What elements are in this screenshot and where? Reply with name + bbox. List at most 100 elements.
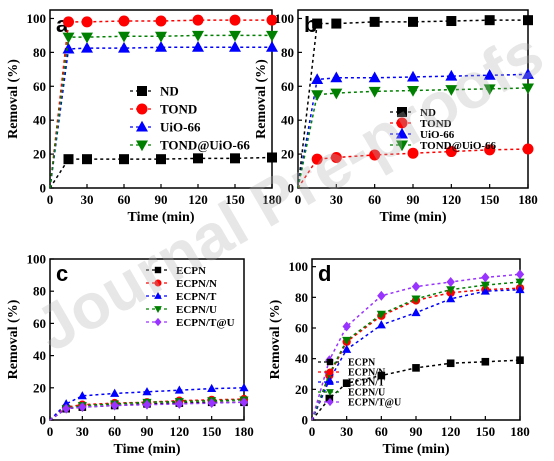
data-point (407, 147, 419, 159)
series-line (49, 401, 245, 421)
data-point (229, 30, 241, 42)
data-point (174, 385, 184, 394)
legend-marker (396, 117, 408, 129)
data-point (81, 16, 93, 28)
legend-label: ECPN/U (348, 388, 385, 399)
legend-label: ECPN (176, 265, 206, 277)
data-point (78, 402, 87, 413)
data-point (481, 272, 490, 283)
y-tick-label: 60 (33, 316, 46, 331)
data-point (81, 41, 93, 53)
x-tick-label: 0 (309, 424, 316, 439)
y-tick-label: 20 (295, 382, 308, 397)
data-point (445, 85, 458, 96)
x-tick-label: 180 (510, 424, 530, 439)
data-point (481, 357, 490, 366)
data-point (229, 41, 241, 52)
panel-b: b 0 30 60 90 120 150 180 0 20 40 60 80 100 Time (min) R… (254, 9, 538, 225)
legend-label: ECPN/U (176, 304, 217, 316)
data-point (266, 14, 278, 26)
series-0 (311, 356, 524, 421)
y-tick-label: 20 (33, 380, 46, 395)
data-point (522, 68, 534, 79)
data-point (61, 399, 71, 408)
legend-marker (154, 292, 162, 299)
y-tick-label: 40 (33, 113, 46, 128)
data-point (63, 16, 74, 28)
data-point (110, 400, 119, 411)
legend-label: ECPN/T@U (176, 317, 235, 329)
legend-marker (136, 120, 148, 132)
y-tick-label: 100 (27, 11, 47, 26)
series-line (297, 73, 529, 189)
data-point (446, 286, 456, 295)
data-point (445, 146, 457, 158)
series-line (311, 287, 521, 421)
legend-marker (136, 103, 148, 115)
series-3 (297, 83, 534, 189)
x-tick-label: 30 (81, 192, 94, 207)
legend-label: ECPN/T (176, 291, 217, 303)
data-point (192, 30, 204, 42)
series-1 (49, 14, 278, 189)
data-point (376, 310, 386, 319)
x-tick-label: 150 (480, 192, 500, 207)
data-point (110, 388, 120, 397)
data-point (484, 15, 495, 26)
y-tick-label: 0 (288, 181, 295, 196)
legend-label: ECPN/T@U (348, 398, 401, 409)
y-tick-label: 20 (281, 147, 294, 162)
data-point (63, 154, 74, 165)
data-point (369, 149, 381, 161)
data-point (311, 90, 324, 102)
y-axis-title: Removal (%) (6, 299, 21, 379)
x-axis-title: Time (min) (113, 442, 180, 457)
data-point (192, 41, 204, 52)
legend-marker (326, 368, 334, 376)
series-line (311, 281, 521, 421)
x-tick-label: 150 (202, 424, 222, 439)
legend-marker (154, 317, 162, 327)
panel-c: c 0 30 60 90 120 150 180 0 20 40 60 80 100 Time (min) R… (6, 252, 254, 458)
legend-marker (154, 306, 162, 313)
series-0 (297, 15, 533, 189)
data-point (330, 151, 342, 163)
y-tick-label: 40 (281, 113, 294, 128)
legend-label: ND (420, 107, 436, 119)
data-point (411, 295, 421, 304)
legend-marker (326, 389, 334, 396)
series-line (49, 46, 272, 189)
series-2 (49, 383, 249, 421)
data-point (411, 281, 421, 292)
x-tick-label: 180 (518, 192, 538, 207)
series-2 (297, 68, 534, 189)
data-point (119, 154, 129, 165)
x-axis-title: Time (min) (382, 442, 449, 457)
series-line (49, 387, 245, 421)
data-point (81, 32, 93, 44)
data-point (311, 153, 323, 165)
legend-marker (396, 140, 408, 152)
legend-marker (136, 140, 148, 152)
data-point (376, 320, 386, 329)
y-axis-title: Removal (%) (268, 299, 283, 379)
x-tick-label: 0 (47, 192, 54, 207)
y-tick-label: 0 (40, 181, 47, 196)
x-tick-label: 90 (155, 192, 168, 207)
x-tick-label: 60 (108, 424, 121, 439)
data-point (266, 30, 278, 42)
data-point (142, 399, 152, 410)
data-point (342, 321, 351, 332)
data-point (515, 278, 525, 287)
data-point (62, 42, 75, 54)
y-tick-label: 100 (289, 259, 309, 274)
data-point (411, 307, 421, 317)
data-point (342, 344, 352, 353)
data-point (330, 71, 343, 83)
y-tick-label: 80 (33, 45, 46, 60)
data-point (368, 86, 381, 98)
data-point (515, 269, 525, 280)
data-point (330, 88, 343, 100)
